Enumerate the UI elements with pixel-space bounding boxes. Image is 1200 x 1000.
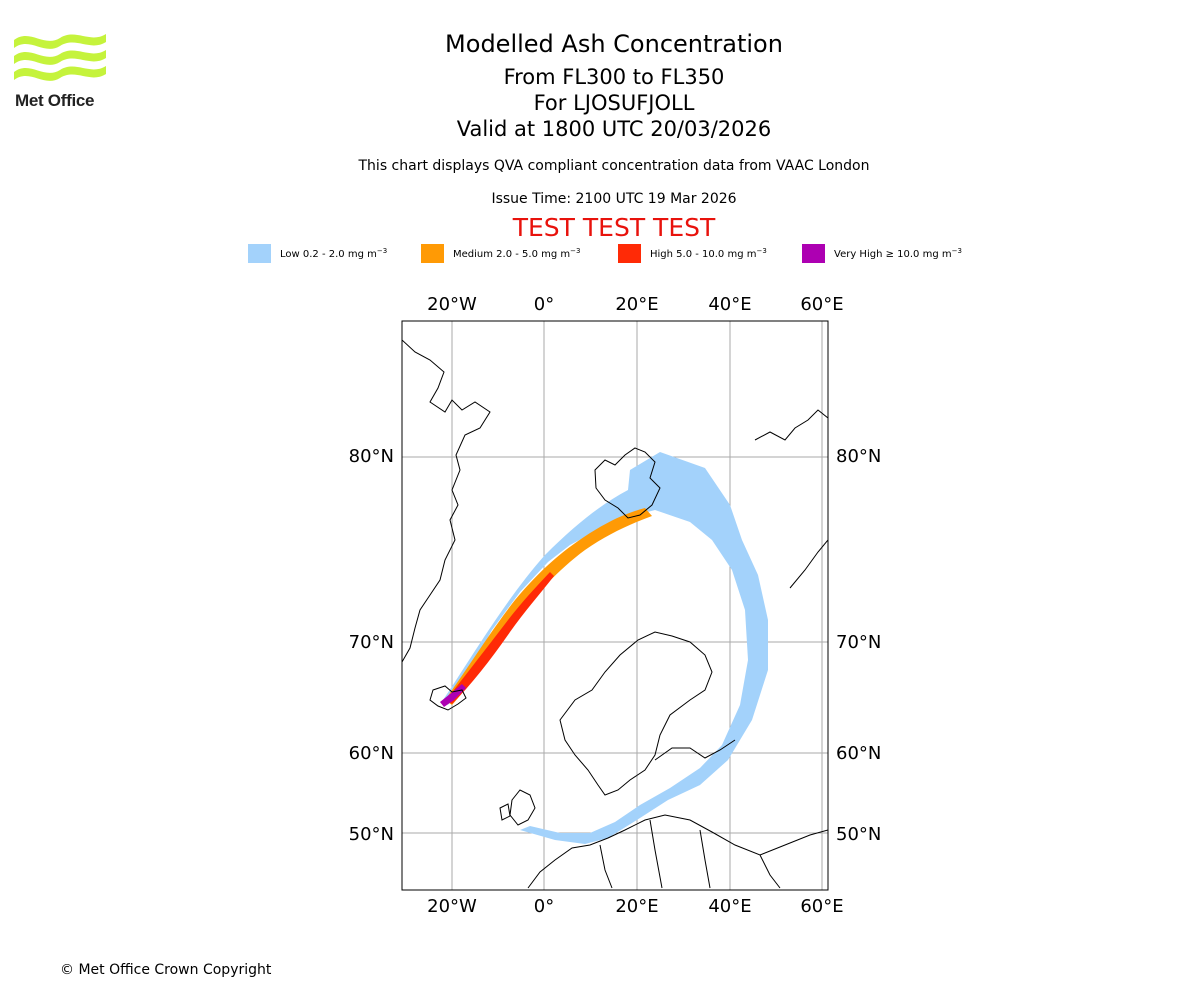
copyright: © Met Office Crown Copyright — [60, 962, 272, 978]
lat-ticks-right: 80°N 70°N 60°N 50°N — [836, 446, 881, 845]
tick-bottom-0: 0° — [534, 896, 554, 917]
lat-ticks-left: 80°N 70°N 60°N 50°N — [349, 446, 394, 845]
tick-right-60n: 60°N — [836, 743, 881, 764]
tick-bottom-40e: 40°E — [708, 896, 751, 917]
tick-bottom-20e: 20°E — [615, 896, 658, 917]
tick-top-0: 0° — [534, 294, 554, 315]
legend-exp-high: −3 — [756, 247, 767, 255]
chart-title: Modelled Ash Concentration — [445, 30, 783, 58]
lon-ticks-bottom: 20°W 0° 20°E 40°E 60°E — [427, 896, 843, 917]
map-border — [401, 320, 829, 891]
legend-swatch-high — [618, 244, 641, 263]
legend-exp-very-high: −3 — [951, 247, 962, 255]
valid-time: Valid at 1800 UTC 20/03/2026 — [456, 117, 772, 141]
legend-label-very-high: Very High ≥ 10.0 mg m — [834, 249, 952, 260]
legend-label-low: Low 0.2 - 2.0 mg m — [280, 249, 377, 260]
legend-label-high: High 5.0 - 10.0 mg m — [650, 249, 757, 260]
tick-top-40e: 40°E — [708, 294, 751, 315]
legend-exp-low: −3 — [376, 247, 388, 255]
graticule — [402, 321, 828, 890]
test-banner: TEST TEST TEST — [512, 213, 716, 242]
tick-left-80n: 80°N — [349, 446, 394, 467]
legend-swatch-medium — [421, 244, 444, 263]
met-office-wave-icon — [14, 34, 106, 81]
lon-ticks-top: 20°W 0° 20°E 40°E 60°E — [427, 294, 843, 315]
tick-bottom-60e: 60°E — [800, 896, 843, 917]
met-office-logo: Met Office — [14, 30, 110, 112]
flight-levels: From FL300 to FL350 — [503, 65, 725, 89]
tick-right-50n: 50°N — [836, 824, 881, 845]
tick-left-50n: 50°N — [349, 824, 394, 845]
tick-top-20e: 20°E — [615, 294, 658, 315]
ash-high-region — [446, 572, 554, 704]
tick-top-60e: 60°E — [800, 294, 843, 315]
volcano-name: For LJOSUFJOLL — [533, 91, 695, 115]
legend-exp-medium: −3 — [570, 247, 581, 255]
tick-right-70n: 70°N — [836, 632, 881, 653]
legend-label-medium: Medium 2.0 - 5.0 mg m — [453, 249, 571, 260]
tick-right-80n: 80°N — [836, 446, 881, 467]
ash-very-high-region — [440, 684, 466, 707]
issue-time: Issue Time: 2100 UTC 19 Mar 2026 — [491, 191, 737, 207]
tick-left-70n: 70°N — [349, 632, 394, 653]
tick-top-20w: 20°W — [427, 294, 477, 315]
logo-wordmark: Met Office — [15, 91, 95, 110]
qva-note: This chart displays QVA compliant concen… — [358, 158, 870, 174]
tick-bottom-20w: 20°W — [427, 896, 477, 917]
coastlines — [402, 339, 828, 889]
tick-left-60n: 60°N — [349, 743, 394, 764]
legend-swatch-low — [248, 244, 271, 263]
legend-swatch-very-high — [802, 244, 825, 263]
